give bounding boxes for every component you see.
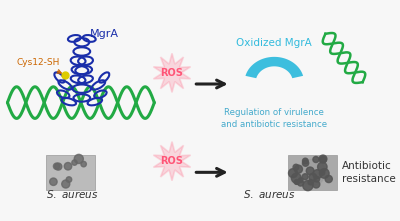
Circle shape [302, 160, 309, 166]
Circle shape [309, 173, 317, 181]
FancyBboxPatch shape [46, 155, 95, 190]
Circle shape [294, 180, 299, 184]
FancyBboxPatch shape [288, 155, 336, 190]
Circle shape [55, 163, 62, 170]
Polygon shape [154, 53, 190, 92]
Circle shape [313, 170, 322, 179]
Circle shape [288, 169, 298, 178]
Circle shape [312, 181, 320, 188]
Text: $\it{S.}$ $\it{aureus}$: $\it{S.}$ $\it{aureus}$ [46, 188, 99, 200]
Text: Antibiotic
resistance: Antibiotic resistance [342, 161, 396, 184]
Text: MgrA: MgrA [90, 29, 119, 39]
Circle shape [308, 179, 313, 185]
Circle shape [306, 167, 314, 175]
Circle shape [66, 177, 72, 182]
Circle shape [74, 154, 83, 164]
Circle shape [298, 178, 303, 183]
Polygon shape [154, 142, 190, 181]
Text: Oxidized MgrA: Oxidized MgrA [236, 38, 312, 48]
Circle shape [81, 161, 86, 167]
Text: $\it{S.}$ $\it{aureus}$: $\it{S.}$ $\it{aureus}$ [243, 188, 296, 200]
Circle shape [318, 162, 327, 172]
Text: Cys12-SH: Cys12-SH [17, 58, 61, 73]
Circle shape [319, 155, 327, 163]
Circle shape [54, 163, 60, 170]
Circle shape [62, 180, 70, 188]
Circle shape [320, 170, 325, 175]
Circle shape [72, 160, 77, 165]
Circle shape [299, 159, 326, 185]
Circle shape [293, 164, 299, 170]
Circle shape [302, 158, 308, 164]
Text: ROS: ROS [160, 156, 184, 166]
Text: Regulation of virulence
and antibiotic resistance: Regulation of virulence and antibiotic r… [221, 108, 327, 129]
Circle shape [320, 169, 329, 178]
Circle shape [64, 162, 72, 170]
Circle shape [313, 156, 319, 162]
Circle shape [325, 175, 332, 183]
Circle shape [320, 156, 326, 163]
Circle shape [295, 180, 299, 184]
Circle shape [302, 174, 308, 180]
Circle shape [314, 176, 320, 182]
Polygon shape [246, 57, 303, 78]
Circle shape [294, 165, 302, 173]
Circle shape [303, 181, 313, 191]
Circle shape [298, 180, 304, 186]
Circle shape [291, 173, 301, 183]
Circle shape [50, 178, 57, 185]
Text: ROS: ROS [160, 68, 184, 78]
